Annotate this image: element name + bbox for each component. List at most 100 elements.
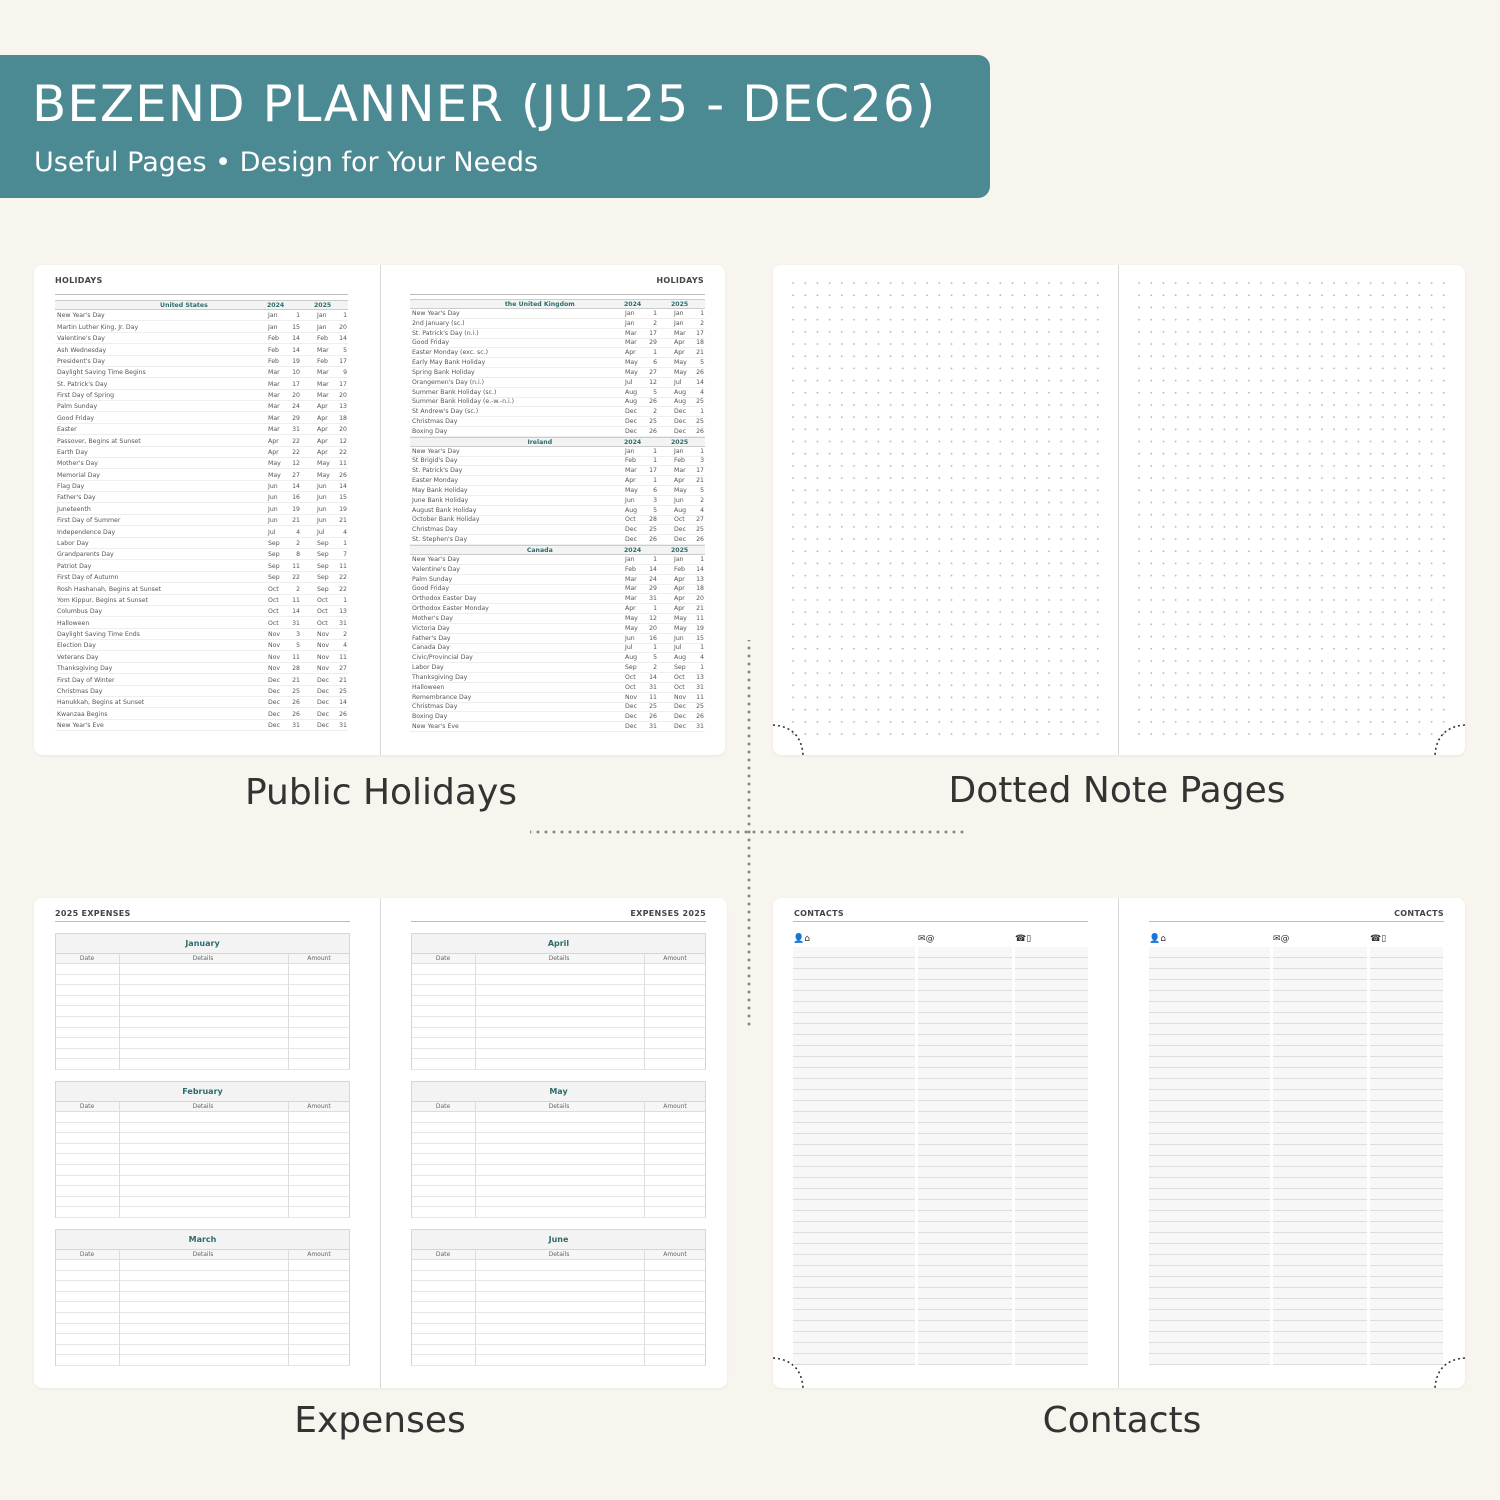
contact-line[interactable] bbox=[1370, 969, 1443, 980]
contact-line[interactable] bbox=[793, 1046, 915, 1057]
contact-line[interactable] bbox=[1370, 1123, 1443, 1134]
contact-line[interactable] bbox=[793, 1310, 915, 1321]
contact-line[interactable] bbox=[793, 1134, 915, 1145]
contact-line[interactable] bbox=[1273, 1332, 1367, 1343]
contact-line[interactable] bbox=[1273, 1354, 1367, 1365]
contact-line[interactable] bbox=[793, 1354, 915, 1365]
contact-line[interactable] bbox=[793, 1167, 915, 1178]
contact-line[interactable] bbox=[1149, 1255, 1270, 1266]
contact-line[interactable] bbox=[918, 1277, 1012, 1288]
contact-line[interactable] bbox=[1149, 1035, 1270, 1046]
contact-line[interactable] bbox=[793, 1343, 915, 1354]
contact-line[interactable] bbox=[1370, 1090, 1443, 1101]
contact-line[interactable] bbox=[793, 1288, 915, 1299]
contact-line[interactable] bbox=[1273, 1277, 1367, 1288]
contact-line[interactable] bbox=[1370, 958, 1443, 969]
contact-line[interactable] bbox=[1015, 1189, 1088, 1200]
contact-line[interactable] bbox=[1370, 1266, 1443, 1277]
contact-line[interactable] bbox=[1015, 1178, 1088, 1189]
contact-line[interactable] bbox=[1370, 1079, 1443, 1090]
contact-line[interactable] bbox=[918, 1123, 1012, 1134]
contact-line[interactable] bbox=[1015, 1145, 1088, 1156]
contact-line[interactable] bbox=[1273, 947, 1367, 958]
contact-line[interactable] bbox=[1370, 1112, 1443, 1123]
contact-line[interactable] bbox=[1370, 1222, 1443, 1233]
contact-line[interactable] bbox=[918, 1046, 1012, 1057]
contact-line[interactable] bbox=[1273, 1123, 1367, 1134]
contact-line[interactable] bbox=[1273, 1211, 1367, 1222]
contact-line[interactable] bbox=[918, 1354, 1012, 1365]
contact-line[interactable] bbox=[1015, 1266, 1088, 1277]
contact-line[interactable] bbox=[1149, 1299, 1270, 1310]
contact-line[interactable] bbox=[1015, 1354, 1088, 1365]
contact-line[interactable] bbox=[793, 980, 915, 991]
contact-line[interactable] bbox=[1370, 1354, 1443, 1365]
contact-line[interactable] bbox=[1015, 1321, 1088, 1332]
contact-line[interactable] bbox=[918, 1299, 1012, 1310]
contact-line[interactable] bbox=[918, 1310, 1012, 1321]
contact-line[interactable] bbox=[1149, 958, 1270, 969]
contact-line[interactable] bbox=[1273, 1079, 1367, 1090]
contact-line[interactable] bbox=[1015, 947, 1088, 958]
contact-line[interactable] bbox=[1149, 1277, 1270, 1288]
contact-line[interactable] bbox=[1149, 1013, 1270, 1024]
contact-line[interactable] bbox=[1273, 1255, 1367, 1266]
contact-line[interactable] bbox=[1149, 1090, 1270, 1101]
contact-line[interactable] bbox=[1370, 1200, 1443, 1211]
contact-line[interactable] bbox=[1149, 1112, 1270, 1123]
contact-line[interactable] bbox=[1273, 1178, 1367, 1189]
contact-line[interactable] bbox=[1015, 1299, 1088, 1310]
contact-line[interactable] bbox=[1273, 1145, 1367, 1156]
contact-line[interactable] bbox=[1273, 1090, 1367, 1101]
contact-line[interactable] bbox=[1015, 1046, 1088, 1057]
contact-line[interactable] bbox=[1370, 947, 1443, 958]
contact-line[interactable] bbox=[1273, 1299, 1367, 1310]
contact-line[interactable] bbox=[918, 1332, 1012, 1343]
contact-line[interactable] bbox=[1273, 1266, 1367, 1277]
contact-line[interactable] bbox=[918, 1189, 1012, 1200]
contact-line[interactable] bbox=[1015, 1343, 1088, 1354]
contact-line[interactable] bbox=[918, 1167, 1012, 1178]
contact-line[interactable] bbox=[918, 980, 1012, 991]
contact-line[interactable] bbox=[1370, 1167, 1443, 1178]
contact-line[interactable] bbox=[793, 1057, 915, 1068]
contact-line[interactable] bbox=[1149, 1046, 1270, 1057]
contact-line[interactable] bbox=[793, 947, 915, 958]
contact-line[interactable] bbox=[1015, 1222, 1088, 1233]
contact-line[interactable] bbox=[1370, 1068, 1443, 1079]
contact-line[interactable] bbox=[1015, 1156, 1088, 1167]
contact-line[interactable] bbox=[1370, 1332, 1443, 1343]
contact-line[interactable] bbox=[1015, 1233, 1088, 1244]
contact-line[interactable] bbox=[1015, 980, 1088, 991]
contact-line[interactable] bbox=[793, 969, 915, 980]
contact-line[interactable] bbox=[918, 1343, 1012, 1354]
contact-line[interactable] bbox=[1149, 1266, 1270, 1277]
contact-line[interactable] bbox=[1149, 1024, 1270, 1035]
contact-line[interactable] bbox=[793, 1145, 915, 1156]
contact-line[interactable] bbox=[1015, 991, 1088, 1002]
contact-line[interactable] bbox=[1370, 1299, 1443, 1310]
contact-line[interactable] bbox=[1149, 1332, 1270, 1343]
contact-line[interactable] bbox=[1015, 1002, 1088, 1013]
contact-line[interactable] bbox=[793, 1002, 915, 1013]
contact-line[interactable] bbox=[1370, 1178, 1443, 1189]
contact-line[interactable] bbox=[1015, 1200, 1088, 1211]
contact-line[interactable] bbox=[1273, 1233, 1367, 1244]
contact-line[interactable] bbox=[793, 1200, 915, 1211]
contact-line[interactable] bbox=[1149, 1123, 1270, 1134]
contact-line[interactable] bbox=[1149, 980, 1270, 991]
contact-line[interactable] bbox=[1015, 1255, 1088, 1266]
contact-line[interactable] bbox=[918, 1090, 1012, 1101]
contact-line[interactable] bbox=[1149, 1156, 1270, 1167]
contact-line[interactable] bbox=[1370, 1310, 1443, 1321]
contact-line[interactable] bbox=[1370, 1013, 1443, 1024]
contact-line[interactable] bbox=[1370, 1343, 1443, 1354]
contact-line[interactable] bbox=[918, 1233, 1012, 1244]
contact-line[interactable] bbox=[1273, 1156, 1367, 1167]
contact-line[interactable] bbox=[1015, 1123, 1088, 1134]
contact-line[interactable] bbox=[1273, 1101, 1367, 1112]
contact-line[interactable] bbox=[1149, 1211, 1270, 1222]
contact-line[interactable] bbox=[1149, 1343, 1270, 1354]
contact-line[interactable] bbox=[918, 1244, 1012, 1255]
contact-line[interactable] bbox=[1370, 1101, 1443, 1112]
